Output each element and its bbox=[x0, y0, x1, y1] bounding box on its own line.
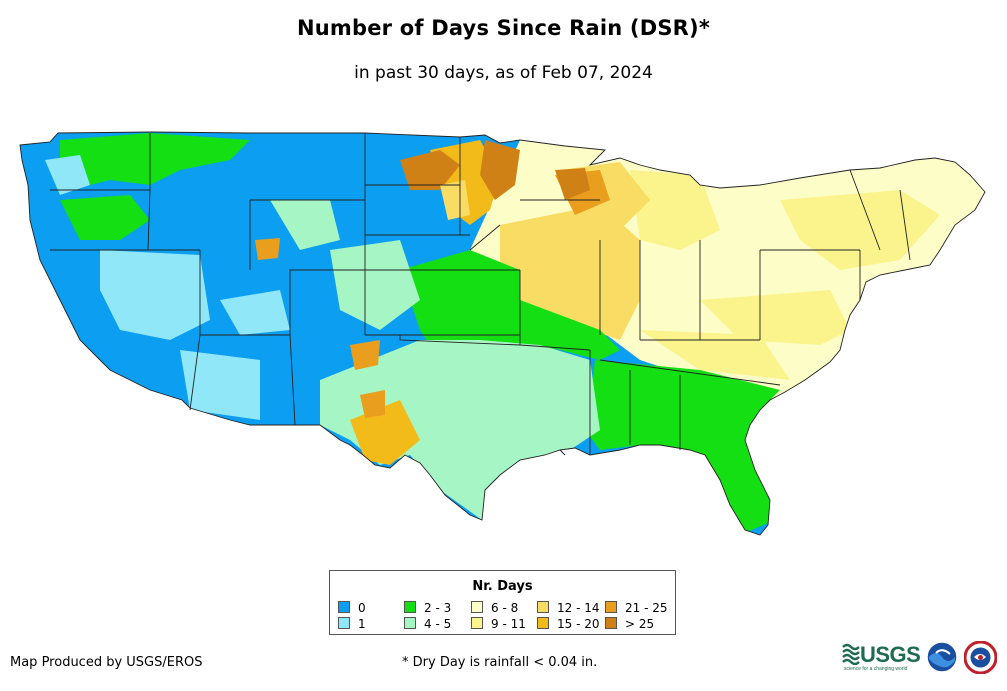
legend-label: 21 - 25 bbox=[625, 601, 668, 615]
agency-logos: USGS science for a changing world bbox=[842, 640, 1002, 676]
legend-label: 12 - 14 bbox=[557, 601, 600, 615]
state-boundaries bbox=[19, 131, 986, 536]
footnote: * Dry Day is rainfall < 0.04 in. bbox=[402, 655, 598, 670]
legend-item: > 25 bbox=[605, 617, 654, 630]
legend-label: 2 - 3 bbox=[424, 601, 452, 615]
legend-label: 9 - 11 bbox=[491, 617, 526, 631]
legend-item: 9 - 11 bbox=[471, 617, 526, 630]
legend-swatch bbox=[605, 617, 617, 629]
legend-swatch bbox=[471, 601, 483, 613]
legend-label: 6 - 8 bbox=[491, 601, 519, 615]
legend-label: 15 - 20 bbox=[557, 617, 600, 631]
legend-item: 15 - 20 bbox=[537, 617, 600, 630]
usgs-wave-icon bbox=[842, 643, 860, 665]
legend-item: 12 - 14 bbox=[537, 601, 600, 614]
legend-swatch bbox=[537, 601, 549, 613]
legend-label: 4 - 5 bbox=[424, 617, 452, 631]
legend-swatch bbox=[338, 601, 350, 613]
legend-swatch bbox=[404, 617, 416, 629]
legend-label: 0 bbox=[358, 601, 366, 615]
legend-item: 6 - 8 bbox=[471, 601, 518, 614]
legend-label: 1 bbox=[358, 617, 366, 631]
legend-item: 2 - 3 bbox=[404, 601, 451, 614]
nws-logo-icon bbox=[964, 641, 997, 674]
legend-swatch bbox=[537, 617, 549, 629]
legend-item: 0 bbox=[338, 601, 366, 614]
noaa-logo-icon bbox=[926, 641, 958, 673]
region-over-25-days bbox=[400, 150, 460, 190]
map-subtitle: in past 30 days, as of Feb 07, 2024 bbox=[354, 63, 653, 83]
legend-item: 21 - 25 bbox=[605, 601, 668, 614]
legend: Nr. Days 0 1 2 - 3 4 - 5 6 - 8 9 - 11 12… bbox=[329, 570, 676, 635]
legend-label: > 25 bbox=[625, 617, 655, 631]
legend-title: Nr. Days bbox=[472, 579, 533, 594]
map-title: Number of Days Since Rain (DSR)* bbox=[296, 16, 711, 40]
map-credit: Map Produced by USGS/EROS bbox=[10, 655, 203, 670]
usgs-logo: USGS bbox=[860, 642, 921, 667]
legend-swatch bbox=[404, 601, 416, 613]
dsr-regions bbox=[20, 132, 985, 535]
legend-swatch bbox=[605, 601, 617, 613]
region-2-3-days bbox=[400, 250, 620, 360]
usgs-tagline: science for a changing world bbox=[844, 666, 908, 672]
legend-item: 4 - 5 bbox=[404, 617, 451, 630]
region-4-5-days bbox=[320, 340, 600, 520]
legend-item: 1 bbox=[338, 617, 366, 630]
legend-swatch bbox=[471, 617, 483, 629]
legend-swatch bbox=[338, 617, 350, 629]
region-9-11-days bbox=[630, 170, 720, 250]
region-1-day bbox=[100, 250, 210, 340]
